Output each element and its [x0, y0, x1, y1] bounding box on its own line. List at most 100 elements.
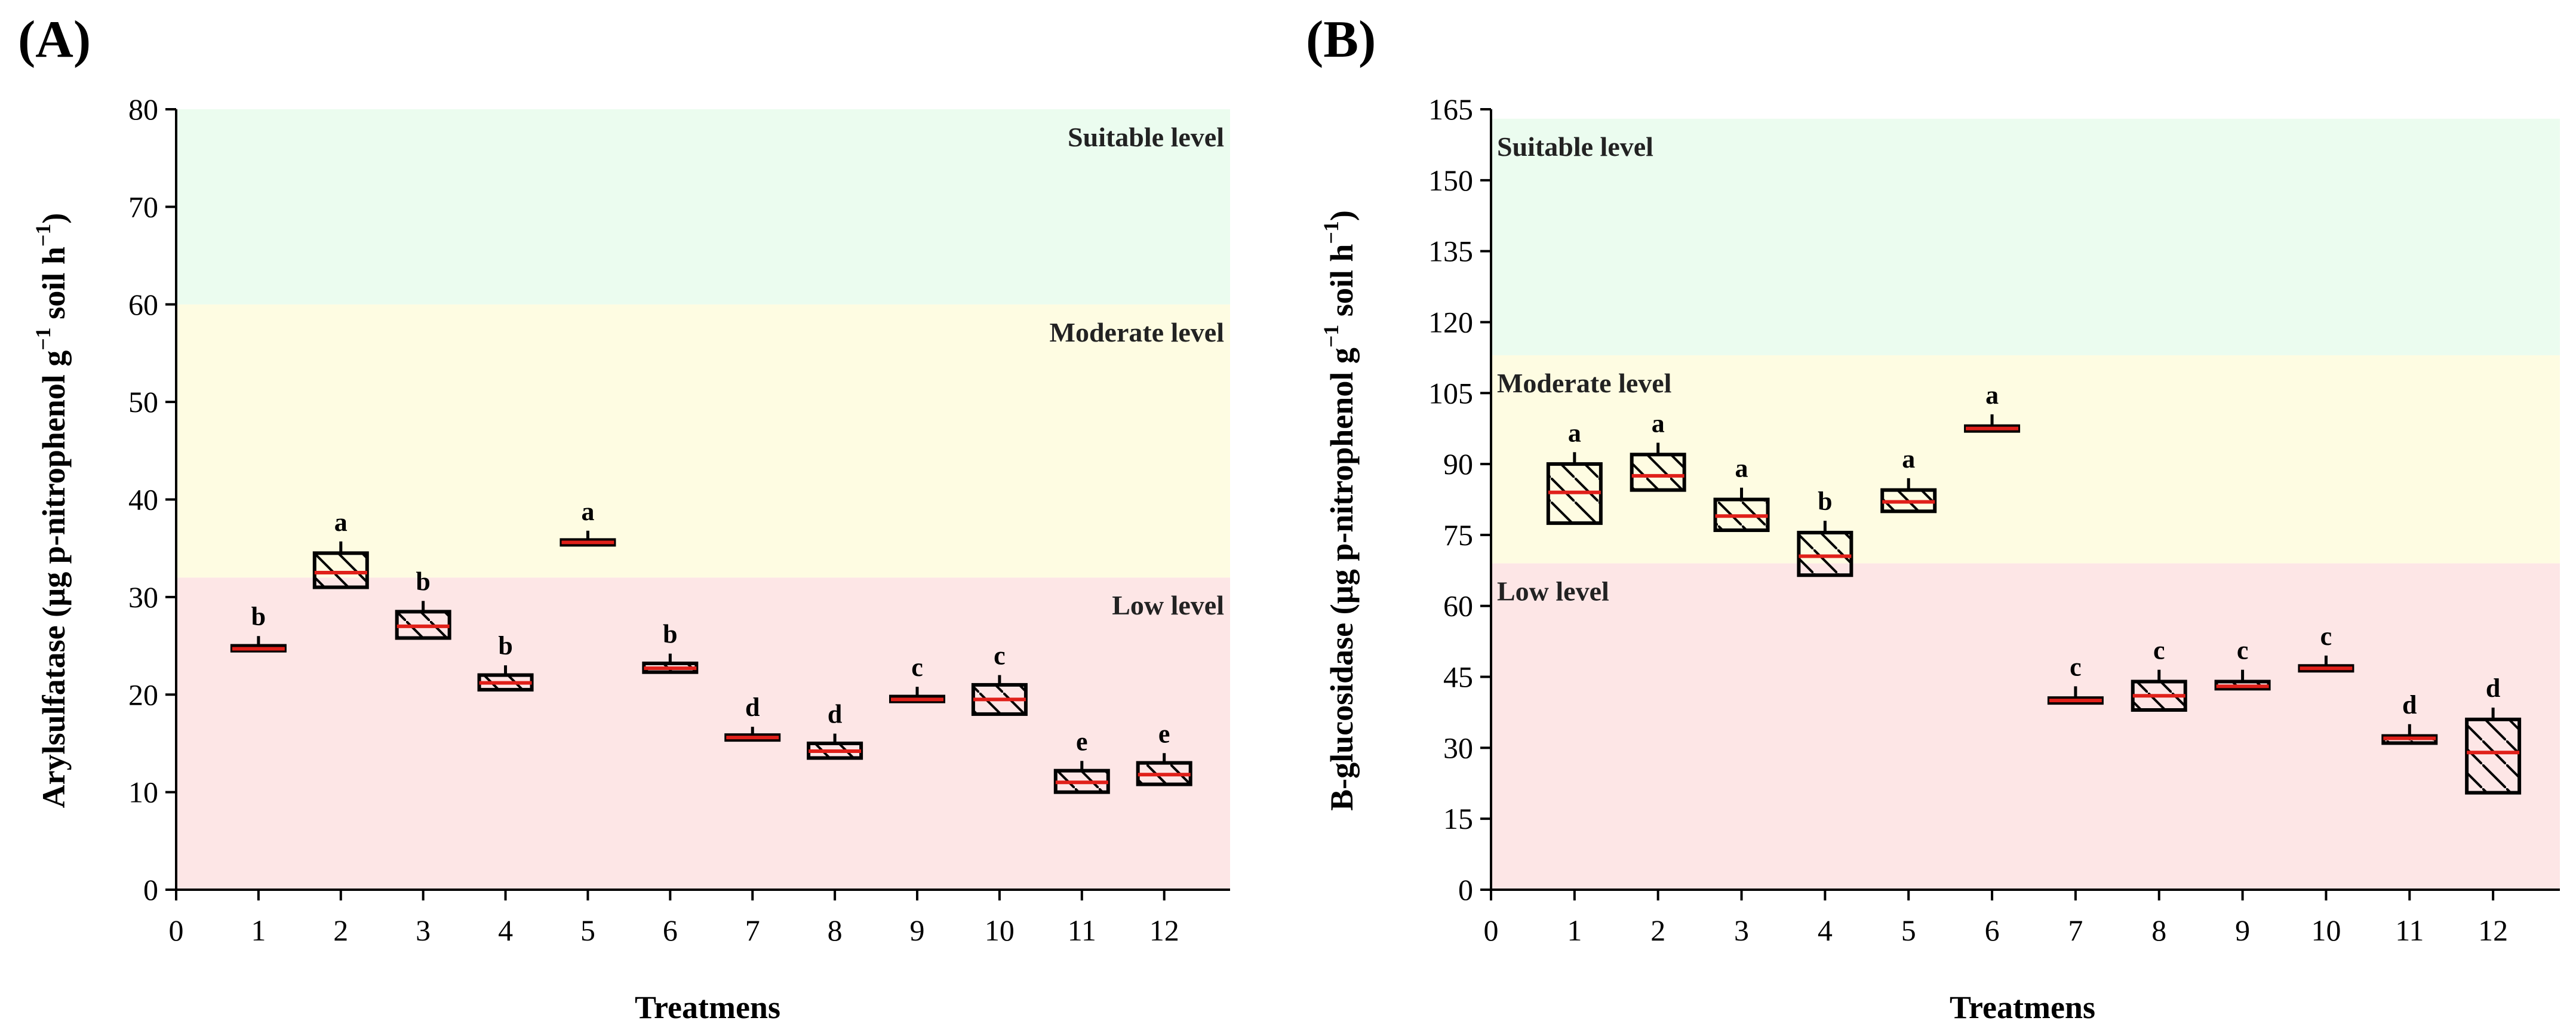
- y-axis-title-a-sup1: −1: [31, 327, 55, 351]
- box-12: [2465, 717, 2522, 795]
- y-axis-title-b: B-glucosidase (µg p-nitrophenol g−1 soil…: [1319, 210, 1360, 811]
- x-tick-label-11: 11: [1068, 914, 1096, 947]
- x-tick-label-5: 5: [1901, 914, 1916, 947]
- y-tick-label-0: 0: [143, 873, 158, 906]
- zone-label-suitable-level: Suitable level: [1068, 122, 1224, 152]
- y-tick-label-75: 75: [1443, 518, 1473, 552]
- x-tick-label-7: 7: [745, 914, 760, 947]
- y-tick-label-20: 20: [128, 678, 158, 711]
- letter-10: c: [2320, 622, 2332, 651]
- letter-2: a: [1652, 408, 1665, 438]
- arylsulfatase-chart: (A) Low level Moderate level Suitable leve…: [18, 11, 1230, 1025]
- zone-label-moderate-level: Moderate level: [1050, 317, 1224, 348]
- letter-6: a: [1985, 380, 1999, 410]
- x-tick-label-6: 6: [1985, 914, 2000, 947]
- y-tick-label-150: 150: [1428, 164, 1473, 197]
- x-tick-label-9: 9: [2235, 914, 2250, 947]
- x-tick-label-3: 3: [416, 914, 431, 947]
- boxes-b: a a a b a a c c c c d d: [1546, 380, 2522, 795]
- letter-1: b: [251, 602, 266, 631]
- y-axis-title-b-sup2: −1: [1319, 221, 1343, 244]
- y-tick-label-50: 50: [128, 385, 158, 419]
- y-tick-label-105: 105: [1428, 376, 1473, 410]
- x-tick-label-4: 4: [1818, 914, 1833, 947]
- y-axis-title-b-tail: soil h: [1324, 244, 1360, 325]
- letter-7: c: [2070, 652, 2082, 681]
- zone-suitable-level: [176, 109, 1230, 305]
- panel-a: (A) Low level Moderate level Suitable leve…: [18, 11, 1230, 1025]
- y-tick-label-45: 45: [1443, 660, 1473, 694]
- x-tick-label-1: 1: [251, 914, 266, 947]
- x-tick-label-5: 5: [580, 914, 595, 947]
- zone-label-moderate-level: Moderate level: [1497, 368, 1671, 398]
- y-tick-label-60: 60: [1443, 589, 1473, 623]
- y-tick-label-60: 60: [128, 288, 158, 321]
- letter-5: a: [1902, 444, 1915, 474]
- letter-8: d: [828, 700, 842, 729]
- y-axis-title-a-close: ): [36, 213, 72, 224]
- y-axis-title-a: Arylsulfatase (µg p-nitrophenol g−1 soil…: [31, 213, 72, 808]
- x-tick-label-11: 11: [2395, 914, 2424, 947]
- y-tick-label-70: 70: [128, 190, 158, 223]
- x-tick-label-12: 12: [1149, 914, 1179, 947]
- x-tick-label-2: 2: [1650, 914, 1665, 947]
- letter-10: c: [994, 641, 1006, 671]
- letter-3: a: [1735, 454, 1748, 483]
- y-axis-title-b-sup1: −1: [1319, 325, 1343, 348]
- x-tick-label-0: 0: [1484, 914, 1499, 947]
- zone-low-level: [176, 577, 1230, 890]
- y-tick-label-90: 90: [1443, 447, 1473, 481]
- letter-9: c: [2237, 636, 2249, 665]
- x-tick-label-9: 9: [910, 914, 925, 947]
- y-tick-label-120: 120: [1428, 305, 1473, 339]
- y-axis-title-b-main: B-glucosidase (µg p-nitrophenol g: [1324, 348, 1360, 811]
- x-tick-label-7: 7: [2068, 914, 2083, 947]
- box-4: [1797, 530, 1853, 577]
- letter-3: b: [416, 567, 430, 596]
- letter-12: d: [2486, 674, 2500, 703]
- y-tick-label-40: 40: [128, 483, 158, 517]
- y-tick-label-0: 0: [1458, 873, 1473, 906]
- panel-label-b: (B): [1306, 11, 1376, 69]
- letter-12: e: [1158, 719, 1170, 748]
- x-tick-label-3: 3: [1734, 914, 1749, 947]
- y-tick-label-80: 80: [128, 93, 158, 126]
- x-tick-label-1: 1: [1567, 914, 1582, 947]
- y-axis-title-a-main: Arylsulfatase (µg p-nitrophenol g: [36, 351, 72, 808]
- y-tick-label-30: 30: [1443, 731, 1473, 764]
- zones-a: Low level Moderate level Suitable level: [176, 109, 1230, 890]
- panel-label-a: (A): [18, 11, 91, 69]
- y-axis-title-a-tail: soil h: [36, 247, 72, 327]
- zone-label-suitable-level: Suitable level: [1497, 131, 1653, 162]
- x-tick-label-4: 4: [498, 914, 513, 947]
- boxes-a: b a b b a b d d c c e e: [230, 497, 1192, 794]
- letter-2: a: [334, 508, 348, 537]
- letter-4: b: [1818, 487, 1832, 516]
- y-tick-label-165: 165: [1428, 93, 1473, 126]
- letter-4: b: [498, 631, 512, 660]
- letter-1: a: [1568, 418, 1581, 447]
- zones-b: Low level Moderate level Suitable level: [1491, 118, 2560, 890]
- panel-b: (B) Low level Moderate level Suitable leve…: [1288, 0, 2576, 1036]
- y-axis-title-a-sup2: −1: [31, 224, 55, 247]
- x-tick-label-2: 2: [333, 914, 348, 947]
- y-axis-title-b-close: ): [1324, 210, 1360, 221]
- y-tick-label-10: 10: [128, 776, 158, 809]
- letter-6: b: [663, 620, 677, 649]
- letter-7: d: [745, 693, 760, 722]
- y-tick-label-135: 135: [1428, 235, 1473, 268]
- box-2: [312, 551, 369, 589]
- x-tick-label-10: 10: [985, 914, 1015, 947]
- letter-9: c: [911, 653, 923, 682]
- zone-label-low-level: Low level: [1497, 576, 1609, 606]
- letter-11: d: [2402, 690, 2417, 720]
- x-tick-label-8: 8: [828, 914, 843, 947]
- y-tick-label-15: 15: [1443, 802, 1473, 835]
- x-tick-label-8: 8: [2151, 914, 2166, 947]
- zone-moderate-level: [176, 304, 1230, 578]
- x-tick-label-0: 0: [169, 914, 184, 947]
- zone-label-low-level: Low level: [1112, 590, 1224, 620]
- box-2: [1630, 453, 1686, 492]
